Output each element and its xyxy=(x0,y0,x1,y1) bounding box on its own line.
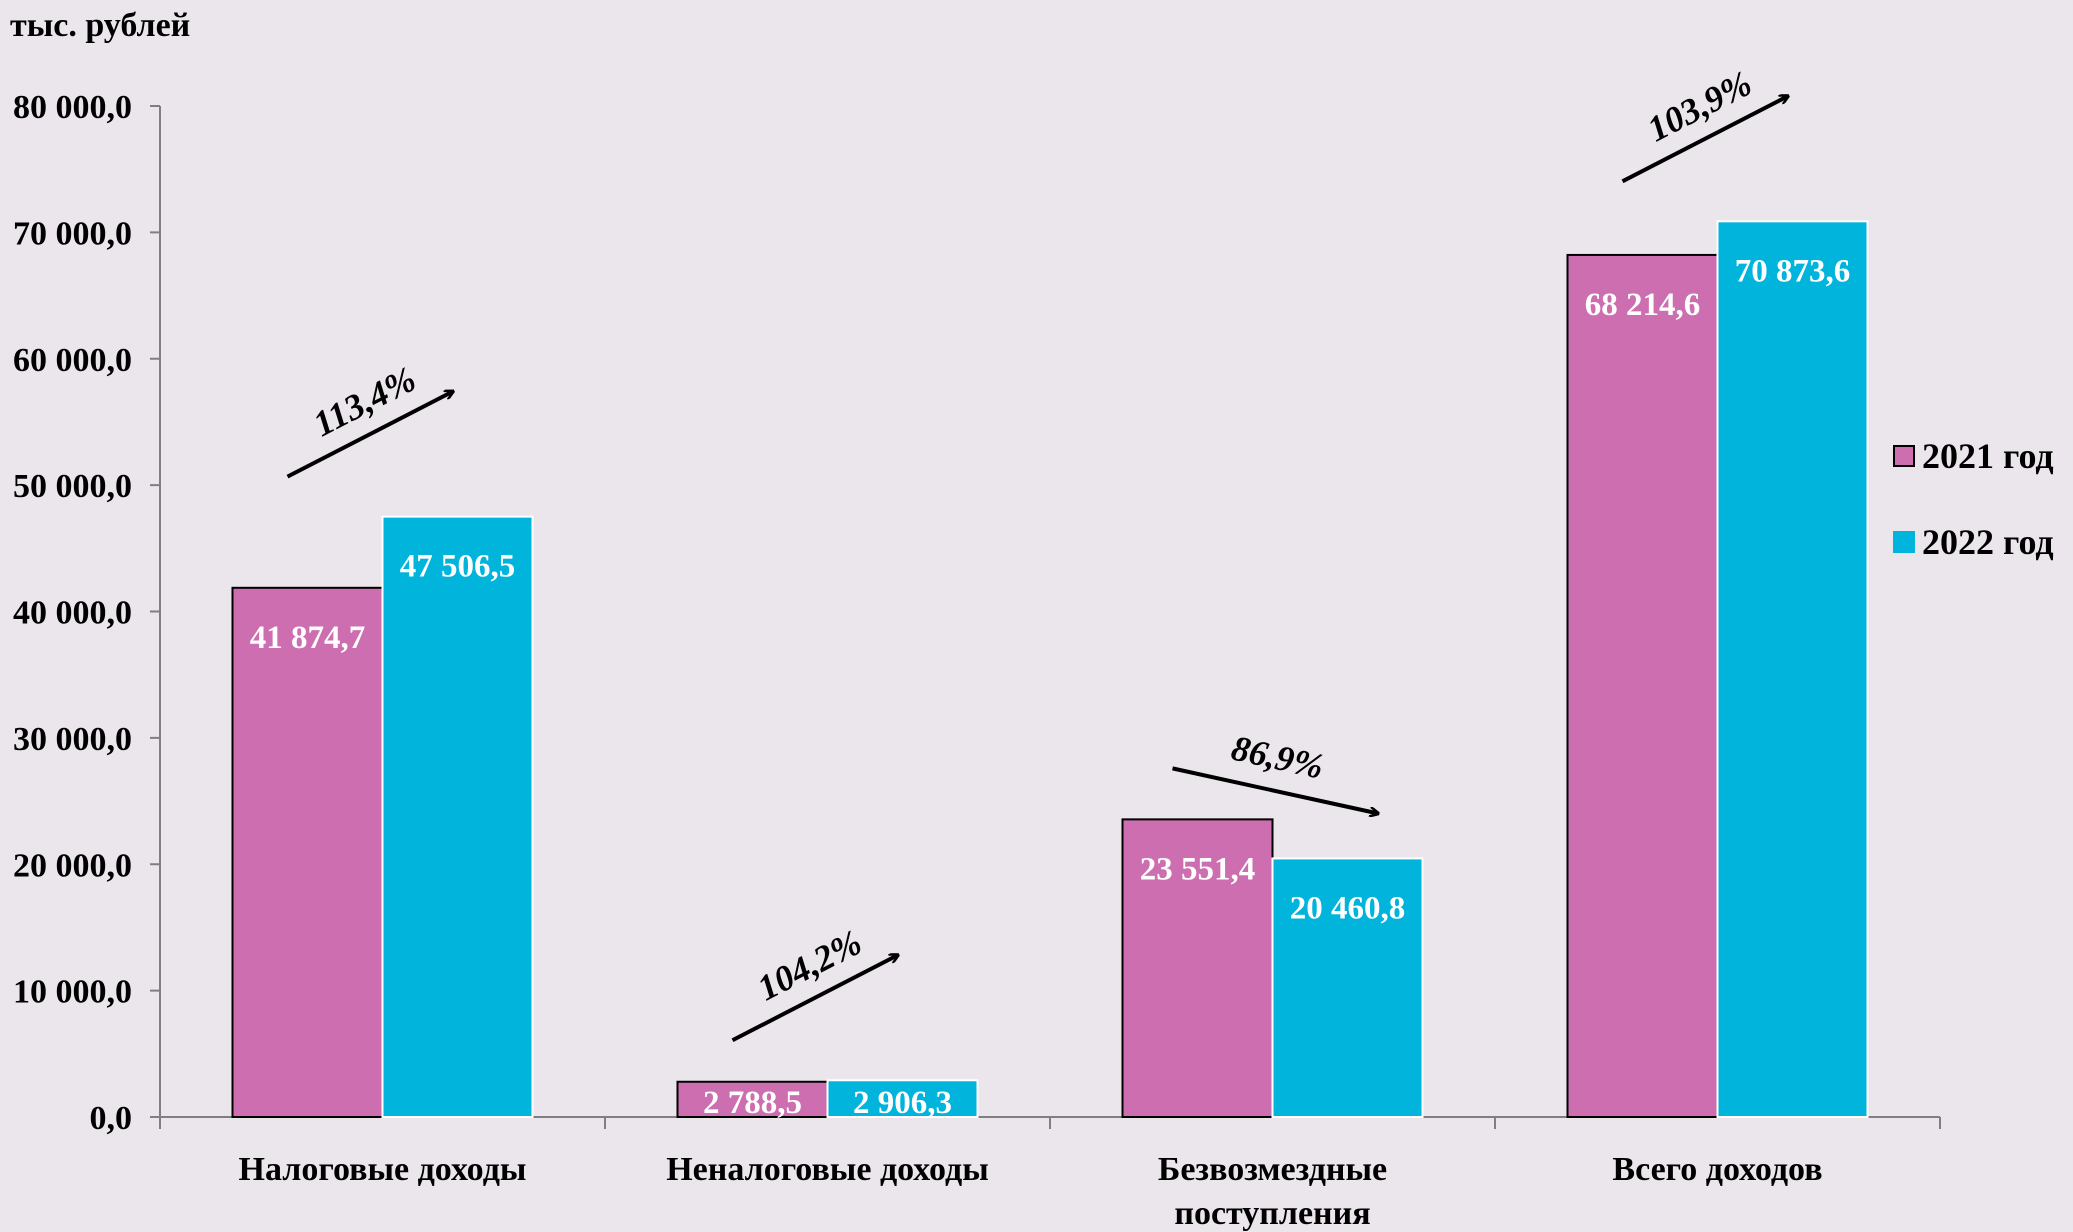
bar-value-label: 70 873,6 xyxy=(1735,253,1851,289)
bar xyxy=(1566,253,1719,1118)
growth-arrow xyxy=(286,392,453,479)
bar xyxy=(231,586,384,1118)
x-category-label: поступления xyxy=(1174,1195,1370,1232)
bar-value-label: 20 460,8 xyxy=(1290,890,1406,926)
y-tick-label: 80 000,0 xyxy=(13,89,132,126)
y-tick-label: 20 000,0 xyxy=(13,847,132,884)
y-tick-label: 10 000,0 xyxy=(13,974,132,1011)
x-category-label: Безвозмездные xyxy=(1158,1151,1387,1188)
bars: 41 874,7 47 506,5 2 788,5 2 906,3 23 551,4 20… xyxy=(231,220,1869,1121)
legend-swatch xyxy=(1893,445,1915,467)
x-category-label: Всего доходов xyxy=(1612,1151,1822,1188)
legend-label: 2021 год xyxy=(1922,436,2054,476)
y-tick-label: 50 000,0 xyxy=(13,468,132,505)
y-tick-label: 0,0 xyxy=(90,1100,133,1137)
bar-value-label: 41 874,7 xyxy=(250,620,366,656)
legend: 2021 год 2022 год xyxy=(1893,436,2054,562)
x-category-label: Неналоговые доходы xyxy=(666,1151,989,1188)
growth-arrow xyxy=(731,955,898,1043)
y-unit-label: тыс. рублей xyxy=(10,7,190,44)
x-category-label: Налоговые доходы xyxy=(239,1151,527,1188)
growth-arrow xyxy=(1172,766,1378,813)
y-tick-label: 60 000,0 xyxy=(13,342,132,379)
y-tick-label: 30 000,0 xyxy=(13,721,132,758)
bar-value-label: 23 551,4 xyxy=(1140,851,1256,887)
bar-value-label: 47 506,5 xyxy=(400,549,516,585)
bar xyxy=(1716,220,1869,1118)
y-tick-label: 70 000,0 xyxy=(13,215,132,252)
bar-value-label: 2 788,5 xyxy=(703,1085,802,1121)
growth-percent-label: 86,9% xyxy=(1228,728,1327,787)
bar xyxy=(676,1080,829,1119)
bar-value-label: 2 906,3 xyxy=(853,1085,952,1121)
axes: 0,0 10 000,0 20 000,0 30 000,0 40 000,0 50 00… xyxy=(13,89,1941,1232)
growth-percent-label: 103,9% xyxy=(1641,63,1758,149)
bar-value-label: 68 214,6 xyxy=(1585,287,1701,323)
y-tick-label: 40 000,0 xyxy=(13,595,132,632)
bar xyxy=(826,1079,979,1118)
legend-label: 2022 год xyxy=(1922,522,2054,562)
growth-arrow xyxy=(1621,96,1788,184)
bar xyxy=(381,515,534,1118)
growth-percent-label: 113,4% xyxy=(307,359,422,445)
bar xyxy=(1271,857,1424,1118)
legend-swatch xyxy=(1893,531,1915,553)
growth-percent-label: 104,2% xyxy=(751,922,868,1008)
